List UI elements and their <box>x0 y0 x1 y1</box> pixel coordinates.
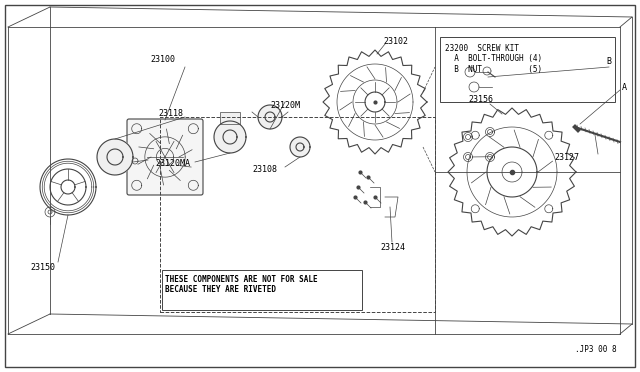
Text: 23156: 23156 <box>468 96 493 105</box>
Text: THESE COMPONENTS ARE NOT FOR SALE
BECAUSE THEY ARE RIVETED: THESE COMPONENTS ARE NOT FOR SALE BECAUS… <box>165 275 317 294</box>
Text: 23118: 23118 <box>158 109 183 119</box>
Bar <box>160 117 435 312</box>
Polygon shape <box>214 121 246 153</box>
Bar <box>162 270 362 310</box>
FancyBboxPatch shape <box>127 119 203 195</box>
Text: 23120M: 23120M <box>270 100 300 109</box>
Text: 23100: 23100 <box>150 55 175 64</box>
Text: 23127: 23127 <box>554 153 579 161</box>
Text: 23124: 23124 <box>380 244 405 253</box>
Text: 23150: 23150 <box>30 263 55 273</box>
Bar <box>220 112 240 124</box>
Text: 23108: 23108 <box>252 164 277 173</box>
Text: 23102: 23102 <box>383 38 408 46</box>
Polygon shape <box>290 137 310 157</box>
Text: A: A <box>621 83 627 92</box>
Text: .JP3 00 8: .JP3 00 8 <box>575 346 616 355</box>
Polygon shape <box>97 139 133 175</box>
Text: B: B <box>607 58 611 67</box>
Text: 23200  SCREW KIT
  A  BOLT-THROUGH (4)
  B  NUT          (5): 23200 SCREW KIT A BOLT-THROUGH (4) B NUT… <box>445 44 542 74</box>
Text: 23120MA: 23120MA <box>155 160 190 169</box>
Bar <box>440 37 615 102</box>
Polygon shape <box>258 105 282 129</box>
